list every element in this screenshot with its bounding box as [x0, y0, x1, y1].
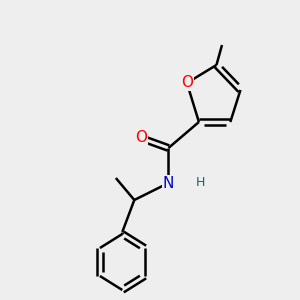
- Text: O: O: [135, 130, 147, 146]
- Text: N: N: [163, 176, 174, 190]
- Text: O: O: [181, 76, 193, 91]
- Text: H: H: [196, 176, 206, 190]
